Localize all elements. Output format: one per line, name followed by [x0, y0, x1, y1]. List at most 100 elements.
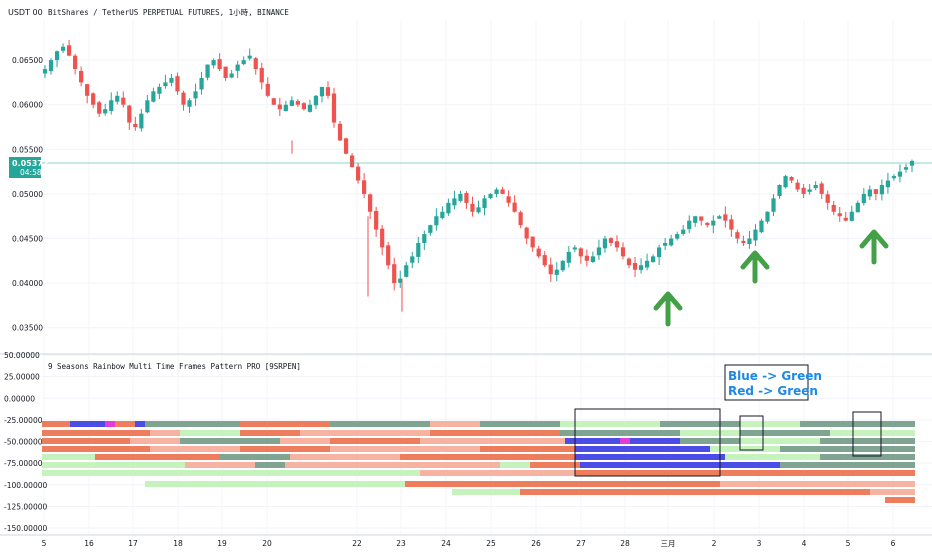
candle-body	[675, 234, 680, 239]
candle-body	[235, 64, 240, 71]
rainbow-bar-segment	[180, 438, 280, 444]
candle-body	[434, 216, 439, 226]
price-tick-label: 0.03500	[12, 324, 43, 333]
candle-body	[265, 83, 270, 96]
candle-body	[175, 76, 180, 92]
candle-body	[223, 66, 228, 78]
rainbow-bar-segment	[630, 438, 680, 444]
time-tick-label: 17	[128, 539, 138, 548]
candle-body	[277, 104, 282, 110]
rainbow-bar-segment	[885, 497, 915, 503]
rainbow-bar-segment	[105, 421, 115, 427]
time-tick-label: 19	[217, 539, 227, 548]
rainbow-bar-segment	[95, 454, 220, 460]
candle-body	[422, 234, 427, 243]
candle-body	[73, 55, 78, 70]
price-axis[interactable]: 0.06500 0.06000 0.05500 0.05000 0.04500 0.040…	[12, 56, 43, 333]
candle-body	[337, 123, 343, 141]
candle-body	[596, 247, 602, 256]
candle-body	[368, 194, 373, 212]
rainbow-bar-segment	[500, 462, 530, 468]
indicator-tick-label: -125.00000	[4, 502, 47, 511]
rainbow-bar-segment	[42, 438, 130, 444]
candle-body	[500, 189, 505, 194]
price-tick-label: 0.05500	[12, 145, 43, 154]
rainbow-bar-segment	[740, 421, 800, 427]
candle-body	[60, 46, 66, 51]
candle-body	[91, 93, 96, 105]
time-tick-label: 25	[486, 539, 496, 548]
time-tick-label: 2	[712, 539, 717, 548]
candle-body	[464, 193, 469, 203]
currency-label[interactable]: USDT 00	[8, 8, 43, 17]
arrow-up-icon	[740, 250, 770, 284]
candle-body	[283, 104, 288, 112]
candle-body	[789, 176, 794, 181]
rainbow-bar-segment	[725, 454, 820, 460]
candle-body	[163, 82, 168, 87]
time-axis[interactable]: 5 16 17 18 19 20 22 23 24 25 26 27 28 三月 2 3 4 5 6	[42, 539, 896, 548]
rainbow-bar-segment	[720, 481, 915, 487]
rainbow-bar-segment	[220, 454, 290, 460]
candle-body	[398, 278, 403, 283]
candle-body	[903, 167, 909, 170]
candle-body	[572, 247, 577, 250]
rainbow-bar-segment	[680, 438, 740, 444]
candle-body	[530, 236, 535, 248]
candle-body	[169, 77, 174, 83]
rainbow-bar-segment	[255, 462, 285, 468]
candle-body	[301, 103, 307, 110]
rainbow-bar-segment	[42, 446, 150, 452]
candle-body	[247, 55, 252, 59]
candle-body	[85, 84, 90, 96]
candle-body	[705, 222, 710, 226]
candle-body	[650, 256, 656, 263]
candle-body	[813, 185, 818, 189]
candle-body	[759, 220, 764, 233]
rainbow-bar-segment	[180, 430, 240, 436]
rainbow-bar-segment	[130, 438, 180, 444]
candle-body	[229, 73, 234, 78]
indicator-tick-label: -50.00000	[4, 438, 43, 447]
rainbow-bar-segment	[420, 470, 575, 476]
candle-body	[506, 196, 511, 203]
candle-body	[458, 193, 463, 201]
indicator-title[interactable]: 9 Seasons Rainbow Multi Time Frames Patt…	[48, 362, 301, 371]
rainbow-bars	[42, 421, 915, 503]
candle-body	[512, 202, 517, 212]
candle-body	[657, 247, 662, 258]
candle-body	[361, 180, 367, 194]
candle-body	[145, 100, 150, 113]
highlight-box	[574, 408, 721, 477]
time-tick-label: 23	[396, 539, 406, 548]
rainbow-bar-segment	[870, 489, 915, 495]
candle-body	[259, 67, 264, 83]
candle-body	[747, 238, 752, 245]
rainbow-bar-segment	[800, 421, 915, 427]
time-tick-label: 4	[802, 539, 807, 548]
candle-body	[626, 258, 632, 266]
indicator-axis[interactable]: 50.00000 25.00000 0.00000 -25.00000 -50.0000…	[4, 351, 47, 533]
candle-body	[476, 207, 481, 213]
last-price-value: 0.05372	[12, 159, 48, 168]
candle-body	[741, 240, 746, 243]
candle-body	[157, 86, 162, 94]
rainbow-bar-segment	[115, 421, 135, 427]
rainbow-bar-segment	[330, 438, 420, 444]
rainbow-bar-segment	[780, 446, 915, 452]
rainbow-bar-segment	[580, 462, 780, 468]
rainbow-bar-segment	[520, 489, 870, 495]
rainbow-bar-segment	[660, 421, 740, 427]
rainbow-bar-segment	[285, 462, 500, 468]
candle-body	[488, 193, 493, 199]
candle-body	[97, 102, 102, 114]
price-tick-label: 0.05000	[12, 190, 43, 199]
candle-body	[416, 242, 421, 257]
rainbow-bar-segment	[420, 438, 565, 444]
annotation-note: Blue -> Green Red -> Green	[724, 364, 822, 401]
rainbow-bar-segment	[530, 462, 580, 468]
rainbow-bar-segment	[42, 430, 150, 436]
candle-body	[42, 69, 48, 74]
